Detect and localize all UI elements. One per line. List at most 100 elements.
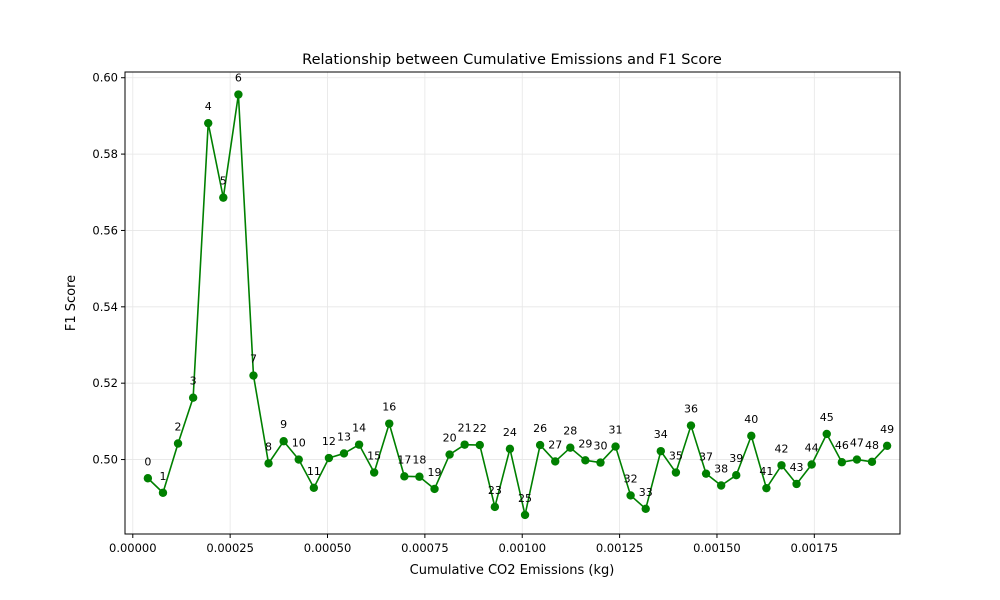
grid-lines xyxy=(125,72,900,534)
point-label: 34 xyxy=(654,428,668,441)
point-label: 43 xyxy=(790,461,804,474)
point-label: 13 xyxy=(337,430,351,443)
data-point xyxy=(867,457,877,467)
data-point xyxy=(596,458,605,467)
data-point xyxy=(656,446,666,456)
y-tick-label: 0.58 xyxy=(92,147,118,161)
chart-title: Relationship between Cumulative Emission… xyxy=(302,52,722,68)
data-point xyxy=(204,118,213,128)
point-label: 19 xyxy=(428,466,442,479)
point-label: 10 xyxy=(292,437,306,450)
point-label: 45 xyxy=(820,411,834,424)
y-tick-label: 0.60 xyxy=(92,71,118,85)
y-tick-label: 0.50 xyxy=(92,453,118,467)
point-label: 22 xyxy=(473,422,487,435)
x-tick-label: 0.00125 xyxy=(596,541,644,555)
point-label: 2 xyxy=(175,421,182,434)
point-label: 24 xyxy=(503,426,517,439)
y-tick-label: 0.54 xyxy=(92,300,118,314)
y-tick-label: 0.56 xyxy=(92,223,118,237)
data-point xyxy=(822,429,831,439)
point-label: 26 xyxy=(533,422,547,435)
data-point xyxy=(173,439,183,448)
data-point xyxy=(807,460,816,469)
data-point xyxy=(581,456,590,465)
point-label: 20 xyxy=(443,432,457,445)
data-point xyxy=(339,449,349,458)
x-axis-label: Cumulative CO2 Emissions (kg) xyxy=(410,563,615,578)
point-label: 48 xyxy=(865,439,879,452)
data-point xyxy=(234,90,243,99)
point-label: 21 xyxy=(458,422,472,435)
point-label: 42 xyxy=(774,442,788,455)
point-label: 7 xyxy=(250,353,257,366)
point-label: 47 xyxy=(850,437,864,450)
point-label: 41 xyxy=(759,465,773,478)
data-point xyxy=(385,419,394,428)
point-label: 36 xyxy=(684,403,698,416)
data-point xyxy=(535,440,545,450)
point-label: 1 xyxy=(159,470,166,483)
data-point xyxy=(852,455,862,464)
data-point xyxy=(566,443,575,452)
x-tick-label: 0.00100 xyxy=(498,541,546,555)
point-label: 35 xyxy=(669,450,683,463)
point-label: 16 xyxy=(382,401,396,414)
data-point xyxy=(671,468,681,477)
data-point xyxy=(430,484,439,494)
data-point xyxy=(460,440,469,449)
point-label: 46 xyxy=(835,439,849,452)
data-point xyxy=(520,510,530,520)
data-point xyxy=(400,472,409,481)
data-point xyxy=(490,502,500,512)
point-label: 15 xyxy=(367,450,381,463)
data-point xyxy=(611,442,620,451)
data-point xyxy=(686,421,696,430)
point-label: 4 xyxy=(205,100,212,113)
point-label: 14 xyxy=(352,422,366,435)
point-label: 17 xyxy=(397,453,411,466)
data-point xyxy=(551,457,560,466)
data-point xyxy=(762,483,771,493)
data-point xyxy=(324,453,334,463)
x-tick-label: 0.00000 xyxy=(109,541,157,555)
data-point xyxy=(777,461,786,470)
data-point xyxy=(701,469,711,478)
point-label: 23 xyxy=(488,484,502,497)
point-label: 0 xyxy=(144,455,151,468)
point-label: 5 xyxy=(220,175,227,188)
x-tick-label: 0.00050 xyxy=(304,541,352,555)
x-tick-label: 0.00025 xyxy=(206,541,254,555)
data-series xyxy=(143,90,892,520)
data-point xyxy=(445,450,454,459)
point-label: 27 xyxy=(548,438,562,451)
point-label: 28 xyxy=(563,425,577,438)
axes: 0.00000 0.00025 0.00050 0.00075 0.00100 0.001… xyxy=(92,71,901,555)
data-point xyxy=(732,471,741,480)
data-point xyxy=(294,455,303,464)
point-label: 25 xyxy=(518,492,532,505)
data-point xyxy=(309,483,319,492)
data-point xyxy=(415,472,424,481)
point-label: 39 xyxy=(729,452,743,465)
x-tick-label: 0.00075 xyxy=(401,541,449,555)
point-label: 18 xyxy=(412,454,426,467)
point-label: 3 xyxy=(190,375,197,388)
data-point xyxy=(475,440,484,450)
x-tick-label: 0.00150 xyxy=(693,541,741,555)
point-label: 29 xyxy=(578,437,592,450)
series-line xyxy=(147,93,888,516)
point-label: 9 xyxy=(280,418,287,431)
data-point xyxy=(354,440,364,449)
data-point xyxy=(747,431,756,441)
point-label: 6 xyxy=(235,72,242,85)
x-tick-label: 0.00175 xyxy=(791,541,839,555)
data-point xyxy=(792,479,801,489)
data-point xyxy=(882,441,892,450)
data-point xyxy=(143,474,153,483)
y-axis-label: F1 Score xyxy=(64,275,79,331)
data-point xyxy=(716,481,726,490)
